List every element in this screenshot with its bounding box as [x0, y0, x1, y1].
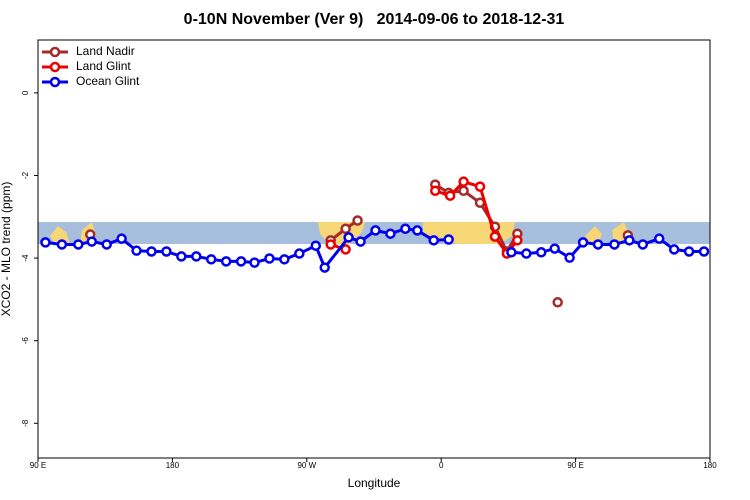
data-point — [512, 235, 523, 246]
data-point — [340, 223, 351, 235]
x-tick-label: 0 — [439, 461, 444, 470]
data-point — [458, 185, 469, 197]
data-point — [400, 223, 411, 235]
x-tick-label: 90 E — [567, 461, 583, 470]
data-point — [220, 256, 232, 267]
data-point — [609, 239, 620, 250]
data-point — [355, 236, 366, 247]
y-axis-label: XCO2 - MLO trend (ppm) — [0, 182, 13, 317]
data-point — [444, 190, 456, 201]
data-point — [552, 297, 563, 308]
data-point — [161, 246, 172, 257]
data-point — [279, 254, 290, 265]
data-point — [577, 237, 589, 248]
data-point — [506, 247, 517, 258]
data-point — [536, 247, 547, 258]
data-point — [235, 256, 247, 267]
data-point — [698, 246, 710, 257]
data-point — [343, 232, 354, 243]
data-point — [489, 231, 501, 242]
legend-marker — [49, 61, 61, 73]
data-point — [146, 246, 157, 257]
data-point — [294, 248, 305, 259]
x-tick-label: 90 W — [297, 461, 316, 470]
data-point — [176, 251, 187, 262]
legend-label: Land Nadir — [76, 44, 135, 58]
data-point — [340, 244, 351, 255]
data-point — [352, 215, 363, 226]
legend-marker — [49, 46, 61, 58]
data-point — [370, 225, 381, 236]
data-point — [412, 225, 423, 236]
data-point — [191, 251, 202, 262]
data-point — [624, 235, 635, 246]
data-point — [592, 239, 604, 250]
data-point — [86, 236, 98, 247]
y-tick-label: -4 — [21, 254, 30, 262]
data-point — [653, 233, 665, 244]
legend-label: Ocean Glint — [76, 74, 140, 88]
chart-title: 0-10N November (Ver 9) 2014-09-06 to 201… — [184, 11, 565, 28]
y-tick-label: -6 — [21, 337, 30, 345]
y-tick-label: 0 — [21, 90, 30, 95]
legend-label: Land Glint — [76, 59, 131, 73]
data-point — [549, 243, 560, 254]
data-point — [56, 239, 68, 250]
data-point — [385, 228, 396, 239]
data-point — [429, 185, 441, 197]
x-tick-label: 90 E — [30, 461, 46, 470]
data-point — [319, 262, 330, 273]
data-point — [458, 176, 469, 187]
data-point — [474, 181, 486, 192]
data-point — [428, 235, 439, 246]
land-patch — [50, 222, 96, 244]
legend-marker — [49, 76, 61, 88]
data-point — [443, 234, 454, 245]
x-tick-label: 180 — [166, 461, 180, 470]
data-point — [325, 239, 336, 250]
data-point — [264, 253, 275, 264]
data-point — [205, 254, 217, 265]
data-point — [310, 240, 322, 251]
data-point — [564, 252, 575, 263]
data-point — [249, 257, 260, 268]
x-axis-label: Longitude — [348, 476, 401, 490]
x-tick-label: 180 — [703, 461, 717, 470]
data-point — [637, 239, 649, 250]
y-tick-label: -2 — [21, 171, 30, 179]
land-patch — [585, 222, 630, 244]
plot-frame — [37, 39, 711, 459]
data-point — [683, 246, 695, 257]
data-point — [116, 233, 127, 244]
data-point — [521, 248, 532, 259]
data-point — [40, 237, 51, 248]
data-point — [73, 239, 84, 250]
data-point — [131, 245, 142, 256]
y-tick-label: -8 — [21, 419, 30, 427]
data-point — [101, 239, 112, 250]
data-point — [668, 244, 680, 255]
